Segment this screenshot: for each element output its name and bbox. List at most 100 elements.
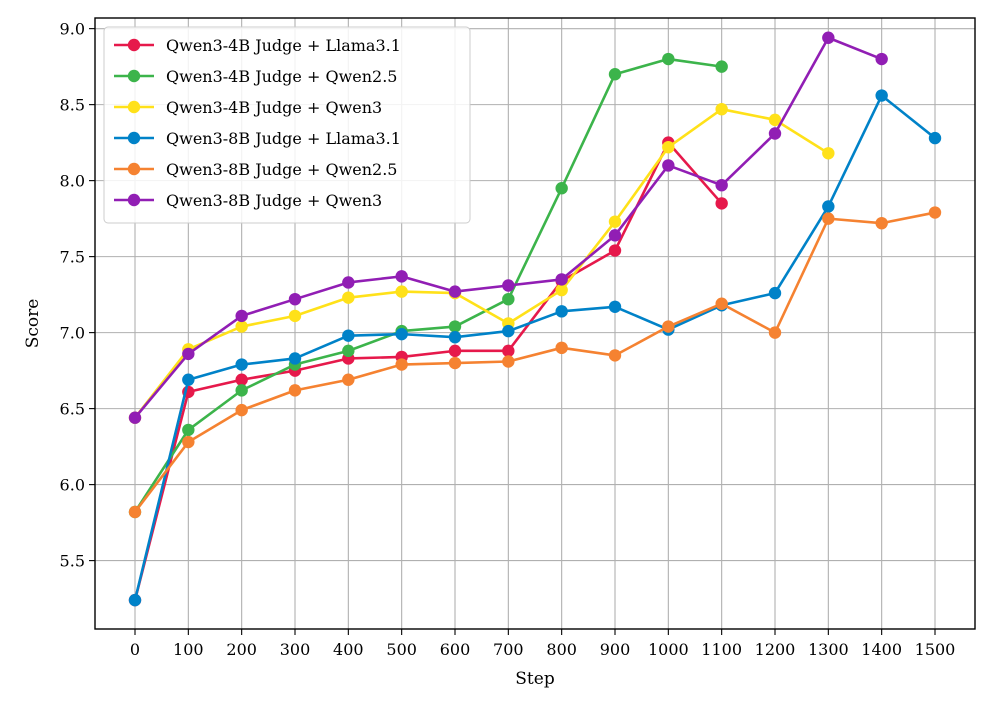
data-point	[608, 349, 622, 362]
x-tick-label: 700	[493, 640, 524, 659]
data-point	[342, 344, 355, 358]
data-point	[395, 270, 408, 283]
series-line	[133, 141, 723, 601]
legend-box	[103, 26, 471, 224]
data-point	[502, 279, 515, 292]
data-point	[288, 384, 302, 397]
data-point	[662, 140, 675, 154]
legend-item: Qwen3-8B Judge + Llama3.1	[114, 129, 401, 148]
legend-label: Qwen3-4B Judge + Qwen2.5	[166, 67, 397, 86]
series-line	[133, 94, 936, 601]
x-tick-label: 800	[546, 640, 577, 659]
legend-item: Qwen3-4B Judge + Qwen3	[114, 98, 382, 117]
y-axis-label: Score	[23, 299, 43, 349]
data-point	[822, 212, 835, 225]
series-5	[128, 206, 942, 519]
x-tick-label: 0	[130, 640, 140, 659]
data-point	[822, 31, 835, 44]
series-layer	[128, 31, 942, 607]
data-point	[608, 68, 622, 81]
x-tick-label: 100	[173, 640, 204, 659]
data-point	[235, 384, 248, 397]
legend-label: Qwen3-8B Judge + Qwen2.5	[166, 160, 397, 179]
data-point	[235, 320, 248, 333]
data-point	[128, 411, 142, 424]
data-point	[502, 355, 515, 368]
legend-label: Qwen3-4B Judge + Qwen3	[166, 98, 382, 117]
data-point	[768, 326, 782, 339]
data-point	[715, 102, 728, 116]
data-point	[502, 324, 515, 338]
legend-swatch-marker	[127, 162, 141, 176]
data-point	[448, 344, 462, 358]
legend-swatch-marker	[127, 193, 141, 207]
x-tick-label: 500	[386, 640, 417, 659]
legend-item: Qwen3-4B Judge + Qwen2.5	[114, 67, 397, 86]
data-point	[342, 291, 355, 304]
data-point	[928, 131, 942, 145]
data-point	[288, 292, 302, 306]
legend-label: Qwen3-8B Judge + Qwen3	[166, 191, 382, 210]
data-point	[128, 505, 142, 519]
data-point	[448, 330, 462, 344]
x-tick-label: 900	[600, 640, 631, 659]
series-line	[133, 107, 830, 419]
data-point	[768, 113, 782, 127]
data-point	[555, 341, 568, 355]
data-point	[715, 178, 728, 192]
data-point	[288, 352, 302, 365]
data-point	[555, 182, 568, 195]
legend-swatch-marker	[127, 131, 141, 145]
data-point	[342, 329, 355, 342]
y-tick-label: 8.0	[60, 172, 85, 191]
data-point	[235, 309, 248, 323]
data-point	[555, 273, 568, 286]
legend: Qwen3-4B Judge + Llama3.1 Qwen3-4B Judge …	[103, 26, 471, 224]
x-tick-label: 1100	[701, 640, 742, 659]
data-point	[555, 283, 568, 297]
data-point	[928, 206, 942, 219]
data-point	[502, 344, 515, 358]
series-6	[128, 31, 888, 424]
data-point	[182, 373, 195, 386]
x-tick-label: 1400	[861, 640, 902, 659]
data-point	[448, 356, 462, 370]
series-line	[133, 57, 722, 513]
data-point	[182, 423, 195, 437]
x-axis-label: Step	[515, 669, 555, 689]
data-point	[662, 159, 675, 172]
y-tick-label: 6.5	[60, 400, 85, 419]
data-point	[768, 127, 782, 140]
y-tick-label: 7.0	[60, 324, 85, 343]
data-point	[715, 297, 728, 310]
data-point	[128, 593, 142, 607]
data-point	[342, 276, 355, 289]
data-point	[448, 285, 462, 298]
x-tick-label: 1000	[648, 640, 689, 659]
y-tick-label: 5.5	[60, 552, 85, 571]
legend-item: Qwen3-4B Judge + Llama3.1	[114, 36, 401, 55]
data-point	[875, 89, 888, 102]
y-tick-label: 8.5	[60, 96, 85, 115]
data-point	[395, 358, 408, 371]
data-point	[502, 292, 515, 306]
data-point	[662, 52, 675, 66]
data-point	[182, 347, 195, 361]
legend-item: Qwen3-8B Judge + Qwen2.5	[114, 160, 397, 179]
legend-label: Qwen3-8B Judge + Llama3.1	[166, 129, 401, 148]
x-tick-label: 400	[333, 640, 364, 659]
data-point	[715, 60, 728, 73]
data-point	[235, 373, 248, 386]
data-point	[662, 320, 675, 333]
data-point	[448, 320, 462, 333]
y-tick-label: 6.0	[60, 476, 85, 495]
series-4	[128, 89, 942, 607]
data-point	[288, 309, 302, 323]
y-tick-label: 7.5	[60, 248, 85, 267]
data-point	[875, 52, 888, 66]
legend-label: Qwen3-4B Judge + Llama3.1	[166, 36, 401, 55]
data-point	[875, 216, 888, 230]
data-point	[608, 244, 622, 257]
data-point	[182, 435, 195, 449]
